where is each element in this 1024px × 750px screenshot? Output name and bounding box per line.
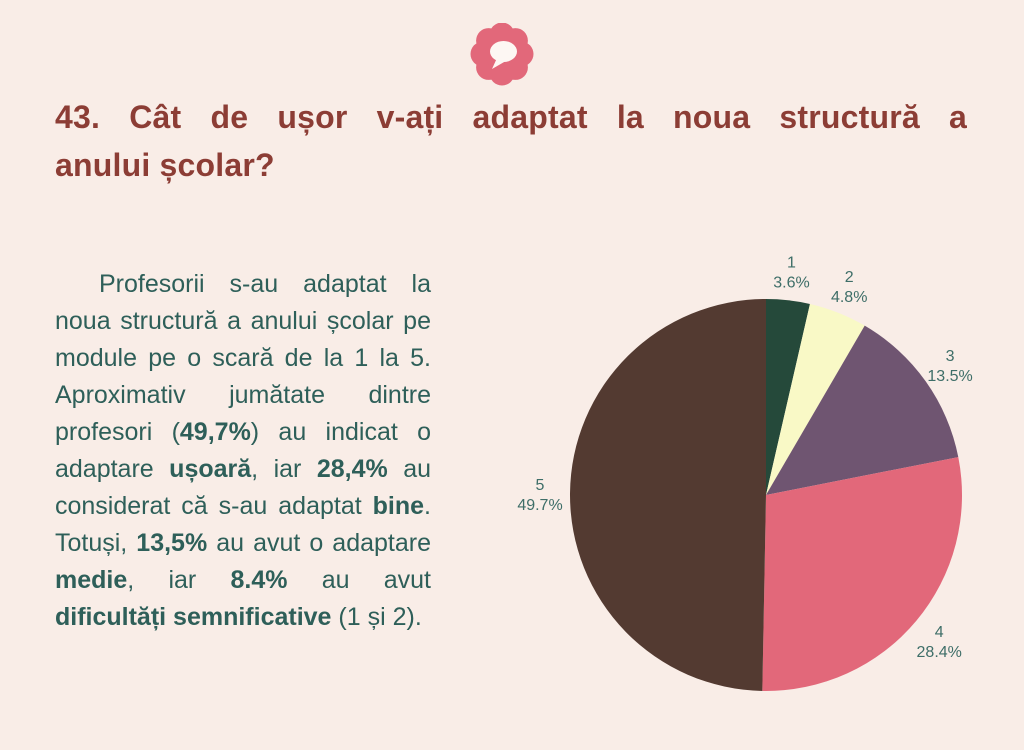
paragraph-bold-segment: dificultăți semnificative [55, 603, 332, 631]
pie-slice-4 [762, 457, 962, 691]
pie-chart: 1 3.6% 2 4.8% 3 13.5% 4 28.4% 5 49.7% [517, 254, 973, 691]
paragraph-bold-segment: medie [55, 566, 128, 594]
pie-label-1: 1 3.6% [773, 254, 809, 291]
paragraph-bold-segment: 49,7% [179, 418, 251, 446]
pie-label-5: 5 49.7% [517, 477, 562, 514]
paragraph-bold-segment: 13,5% [136, 529, 208, 557]
paragraph-segment: au avut o adaptare [207, 529, 431, 557]
paragraph-segment: Profesorii s-au adaptat la noua structur… [55, 270, 431, 446]
pie-label-3: 3 13.5% [927, 348, 972, 385]
paragraph-segment: , iar [127, 566, 231, 594]
paragraph-segment: au avut [287, 566, 432, 594]
paragraph-bold-segment: bine [372, 492, 425, 520]
question-title: 43. Cât de ușor v-ați adaptat la noua st… [55, 93, 967, 189]
paragraph-segment: . Totuși, [55, 492, 431, 557]
slide: 43. Cât de ușor v-ați adaptat la noua st… [55, 23, 973, 691]
paragraph-segment: (1 și 2). [331, 603, 422, 631]
pie-slice-5 [569, 299, 766, 691]
paragraph-segment: au considerat că s-au adaptat [55, 455, 431, 520]
flower-chat-icon [470, 23, 534, 86]
pie-slice-2 [766, 303, 865, 495]
paragraph-bold-segment: 28,4% [316, 455, 388, 483]
pie-slice-1 [766, 299, 810, 495]
paragraph-bold-segment: ușoară [169, 455, 252, 483]
paragraph-segment: , iar [251, 455, 317, 483]
question-title-line2: anului școlar? [55, 147, 275, 183]
pie-slice-3 [766, 325, 959, 495]
paragraph-bold-segment: 8.4% [230, 566, 288, 594]
speech-bubble-icon [490, 41, 517, 69]
question-title-line1: 43. Cât de ușor v-ați adaptat la noua st… [55, 99, 967, 135]
pie-label-4: 4 28.4% [917, 624, 962, 661]
pie-label-2: 2 4.8% [831, 269, 867, 306]
summary-paragraph: Profesorii s-au adaptat la noua structur… [55, 266, 431, 636]
paragraph-segment: ) au indicat o adaptare [55, 418, 432, 483]
